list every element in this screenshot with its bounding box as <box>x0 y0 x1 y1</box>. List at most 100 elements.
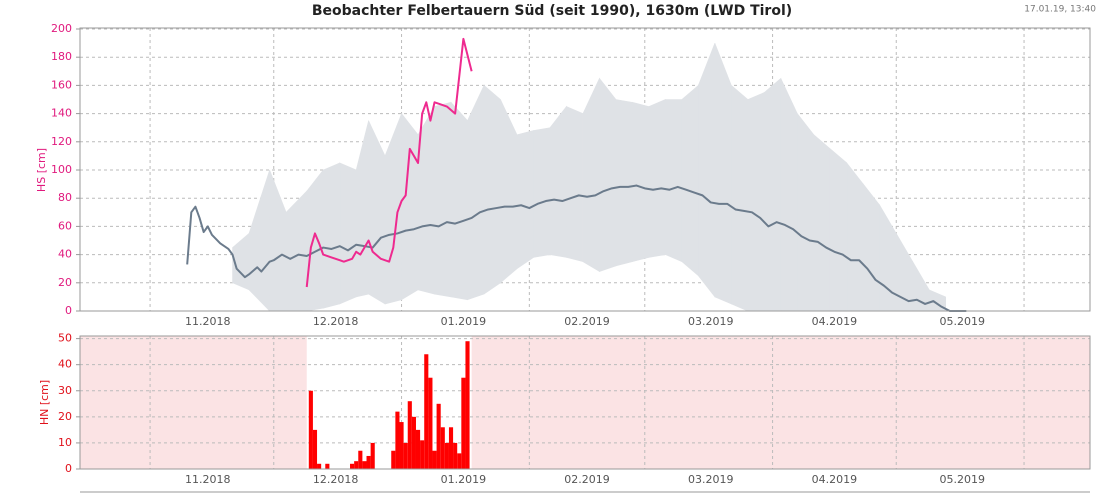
range-band <box>434 101 452 298</box>
bar <box>436 403 441 469</box>
x-tick-label: 11.2018 <box>185 473 231 486</box>
range-band <box>467 85 485 301</box>
y-axis-label: HS [cm] <box>35 148 48 192</box>
range-band <box>322 162 341 309</box>
range-band <box>269 169 287 312</box>
x-tick-label: 03.2019 <box>688 473 734 486</box>
x-tick-label: 02.2019 <box>564 473 610 486</box>
bar <box>350 463 355 469</box>
bar <box>317 463 322 469</box>
bar <box>432 450 437 469</box>
x-tick-label: 02.2019 <box>564 315 610 328</box>
y-tick-label: 80 <box>58 191 72 204</box>
y-tick-label: 40 <box>58 248 72 261</box>
y-tick-label: 0 <box>65 304 72 317</box>
y-tick-label: 40 <box>58 358 72 371</box>
x-tick-label: 05.2019 <box>939 315 985 328</box>
range-band <box>797 112 815 312</box>
y-axis-label: HN [cm] <box>38 380 51 425</box>
data-line <box>305 37 473 288</box>
range-band <box>450 101 468 301</box>
range-band <box>401 112 419 301</box>
range-band <box>879 204 897 312</box>
y-tick-label: 10 <box>58 436 72 449</box>
y-tick-label: 100 <box>51 163 72 176</box>
range-band <box>355 120 369 298</box>
range-band <box>862 183 881 312</box>
bar <box>395 411 400 469</box>
range-band <box>566 106 584 263</box>
range-band <box>632 101 650 263</box>
range-band <box>648 99 666 258</box>
bar <box>411 416 416 469</box>
y-tick-label: 140 <box>51 107 72 120</box>
range-band <box>339 162 357 305</box>
timestamp: 17.01.19, 13:40 <box>1024 5 1096 15</box>
no-data-shade <box>80 336 307 469</box>
data-line <box>186 184 967 312</box>
x-tick-label: 03.2019 <box>688 315 734 328</box>
no-data-shade <box>471 336 1090 469</box>
range-band <box>813 134 831 312</box>
bar <box>420 440 425 469</box>
chart-title: Beobachter Felbertauern Süd (seit 1990),… <box>312 3 792 19</box>
x-tick-label: 12.2018 <box>313 473 359 486</box>
range-band <box>500 99 518 284</box>
range-band <box>780 78 798 312</box>
x-tick-label: 04.2019 <box>812 473 858 486</box>
bar <box>366 455 371 469</box>
x-tick-label: 01.2019 <box>441 315 487 328</box>
bar <box>391 450 396 469</box>
bar <box>325 463 330 469</box>
range-band <box>764 77 782 312</box>
x-tick-label: 05.2019 <box>939 473 985 486</box>
x-tick-label: 11.2018 <box>185 315 231 328</box>
range-band <box>533 127 551 258</box>
bar <box>448 427 454 469</box>
bar <box>362 461 367 469</box>
y-tick-label: 20 <box>58 410 72 423</box>
range-band <box>582 78 600 273</box>
bar <box>461 377 466 469</box>
plot-frame <box>79 27 1091 312</box>
y-tick-label: 0 <box>65 462 72 475</box>
bar <box>308 390 313 469</box>
bar <box>444 442 449 469</box>
range-band <box>681 84 699 277</box>
y-tick-label: 200 <box>51 22 72 35</box>
bar <box>465 341 470 469</box>
bar <box>453 442 458 469</box>
bar <box>312 429 318 469</box>
range-band <box>714 42 732 305</box>
range-band <box>549 105 567 258</box>
bar <box>354 461 359 469</box>
bar <box>424 354 429 469</box>
plot-frame <box>79 335 1091 470</box>
range-band <box>306 169 324 312</box>
range-band <box>846 162 864 312</box>
bar <box>428 377 433 469</box>
range-band <box>829 148 848 312</box>
y-tick-label: 120 <box>51 135 72 148</box>
range-band <box>698 42 716 298</box>
bar <box>457 453 462 469</box>
y-tick-label: 180 <box>51 50 72 63</box>
bar <box>440 427 445 469</box>
range-band <box>665 99 683 263</box>
range-band <box>731 84 749 312</box>
x-tick-label: 12.2018 <box>313 315 359 328</box>
y-tick-label: 20 <box>58 276 72 289</box>
bar <box>399 422 404 469</box>
range-band <box>248 169 270 312</box>
y-tick-label: 30 <box>58 384 72 397</box>
bar <box>358 450 363 469</box>
bar <box>407 401 412 469</box>
range-band <box>615 99 633 267</box>
bar <box>415 429 421 469</box>
x-tick-label: 04.2019 <box>812 315 858 328</box>
range-band <box>747 91 765 312</box>
y-tick-label: 50 <box>58 332 72 345</box>
range-band <box>368 120 386 305</box>
range-band <box>483 84 501 295</box>
